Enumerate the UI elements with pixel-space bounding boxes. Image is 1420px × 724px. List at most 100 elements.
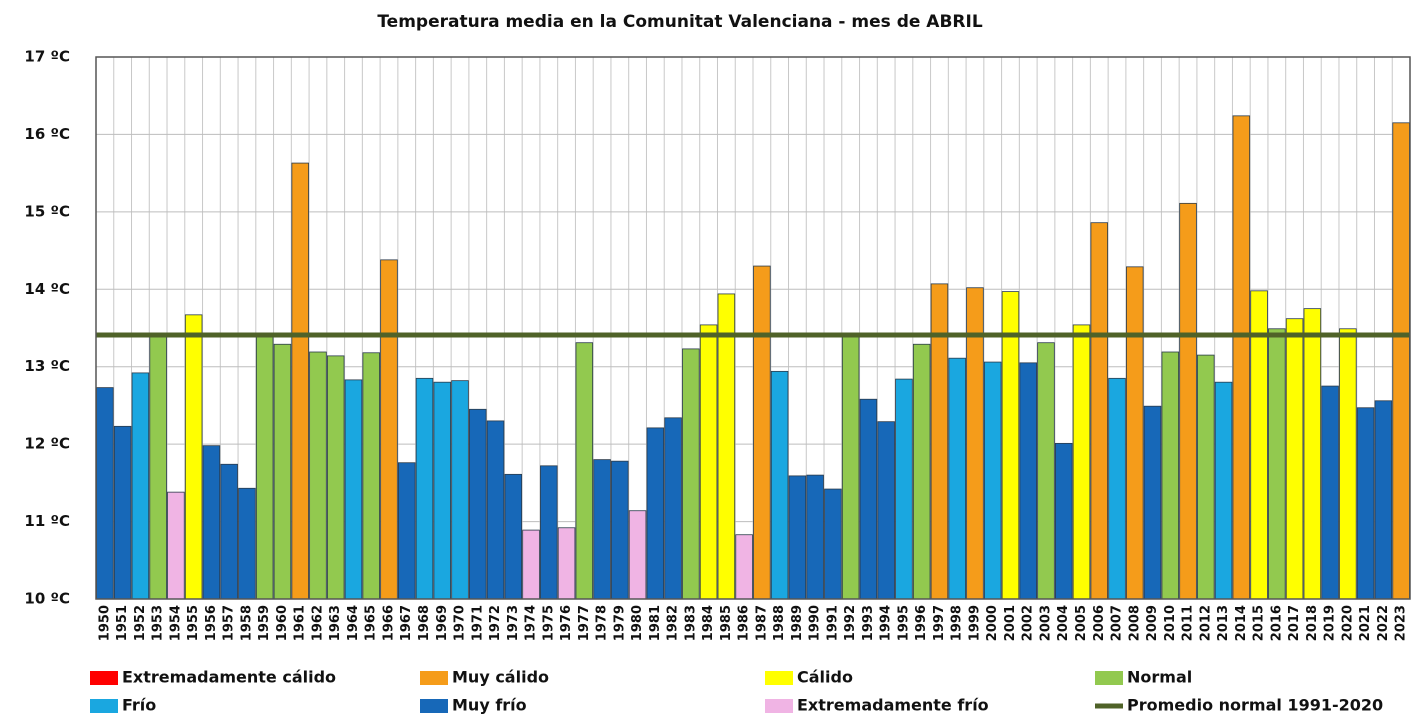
bar <box>1303 308 1322 600</box>
bar <box>486 420 505 600</box>
bar <box>1285 318 1304 600</box>
legend-label: Normal <box>1127 668 1192 687</box>
bar <box>1143 405 1162 600</box>
bar <box>717 293 736 600</box>
bar <box>664 417 682 600</box>
legend-label: Extremadamente cálido <box>122 668 336 687</box>
bar <box>1108 377 1126 600</box>
bar <box>628 510 647 600</box>
x-tick-label: 1985 <box>719 605 734 641</box>
legend-swatch <box>90 699 118 713</box>
legend-swatch <box>420 671 448 685</box>
x-tick-label: 1964 <box>346 605 361 641</box>
bar <box>1321 385 1339 600</box>
y-tick-label: 16 ºC <box>24 125 70 143</box>
x-tick-label: 1976 <box>559 605 574 641</box>
legend-label: Frío <box>122 696 156 715</box>
bar <box>859 398 878 600</box>
bar <box>451 380 469 600</box>
bar <box>912 343 931 600</box>
bar <box>1268 328 1286 600</box>
bar <box>362 352 380 600</box>
x-tick-label: 1952 <box>133 605 148 641</box>
bar <box>770 370 789 600</box>
x-tick-label: 2005 <box>1074 605 1089 641</box>
bar <box>255 335 274 600</box>
x-tick-label: 1969 <box>435 605 450 641</box>
bar <box>682 348 700 600</box>
bar <box>291 162 309 600</box>
bar <box>824 488 842 600</box>
x-tick-label: 1986 <box>737 605 752 641</box>
legend-swatch <box>1095 671 1123 685</box>
bar <box>930 283 949 600</box>
bar <box>1037 342 1055 600</box>
x-tick-label: 1984 <box>701 605 716 641</box>
bar <box>1339 328 1357 600</box>
x-tick-label: 1958 <box>239 605 254 641</box>
x-tick-label: 2004 <box>1056 605 1071 641</box>
bar <box>344 379 363 600</box>
bar <box>504 473 523 600</box>
bar <box>895 378 913 600</box>
legend-label: Muy frío <box>452 696 527 715</box>
legend-swatch <box>765 699 793 713</box>
bar <box>469 408 487 600</box>
x-tick-label: 1961 <box>293 605 308 641</box>
x-tick-label: 2008 <box>1127 605 1142 641</box>
bar <box>220 463 238 600</box>
x-tick-label: 1998 <box>950 605 965 641</box>
plot-border <box>95 56 1411 600</box>
x-tick-label: 2017 <box>1287 605 1302 641</box>
bar <box>699 324 718 600</box>
legend-label: Promedio normal 1991-2020 <box>1127 696 1383 715</box>
bar <box>1019 362 1037 600</box>
x-tick-label: 2013 <box>1216 605 1231 641</box>
bar <box>788 475 807 600</box>
x-tick-label: 1997 <box>932 605 947 641</box>
bar <box>540 465 558 600</box>
x-tick-label: 2003 <box>1038 605 1053 641</box>
bar <box>1161 351 1180 600</box>
x-tick-label: 1951 <box>115 605 130 641</box>
x-tick-label: 1996 <box>914 605 929 641</box>
x-tick-label: 1966 <box>381 605 396 641</box>
x-tick-label: 1982 <box>666 605 681 641</box>
bar <box>149 334 167 600</box>
x-tick-label: 1963 <box>328 605 343 641</box>
x-tick-label: 1992 <box>843 605 858 641</box>
bar <box>1232 115 1251 600</box>
x-tick-label: 1957 <box>222 605 237 641</box>
bar <box>575 342 594 600</box>
x-tick-label: 2006 <box>1092 605 1107 641</box>
legend-swatch <box>90 671 118 685</box>
y-tick-label: 13 ºC <box>24 357 70 375</box>
bar <box>557 527 576 600</box>
bar <box>948 357 966 600</box>
x-tick-label: 2002 <box>1021 605 1036 641</box>
bar <box>735 534 753 600</box>
y-tick-label: 17 ºC <box>24 48 70 66</box>
bar <box>433 381 452 600</box>
x-tick-label: 1950 <box>97 605 112 641</box>
x-tick-label: 1955 <box>186 605 201 641</box>
x-tick-label: 1981 <box>648 605 663 641</box>
x-tick-label: 1968 <box>417 605 432 641</box>
x-tick-label: 1962 <box>310 605 325 641</box>
chart-title: Temperatura media en la Comunitat Valenc… <box>377 12 983 32</box>
x-tick-label: 2007 <box>1110 605 1125 641</box>
x-tick-label: 2014 <box>1234 605 1249 641</box>
x-tick-label: 1987 <box>754 605 769 641</box>
x-tick-label: 1960 <box>275 605 290 641</box>
bar <box>1374 400 1393 600</box>
y-tick-label: 12 ºC <box>24 435 70 453</box>
bar <box>415 377 434 600</box>
y-tick-label: 10 ºC <box>24 590 70 608</box>
y-tick-label: 15 ºC <box>24 202 70 220</box>
legend-label: Muy cálido <box>452 668 549 687</box>
x-tick-label: 2021 <box>1358 605 1373 641</box>
x-tick-label: 1989 <box>790 605 805 641</box>
bar <box>1356 407 1375 600</box>
x-tick-label: 1956 <box>204 605 219 641</box>
